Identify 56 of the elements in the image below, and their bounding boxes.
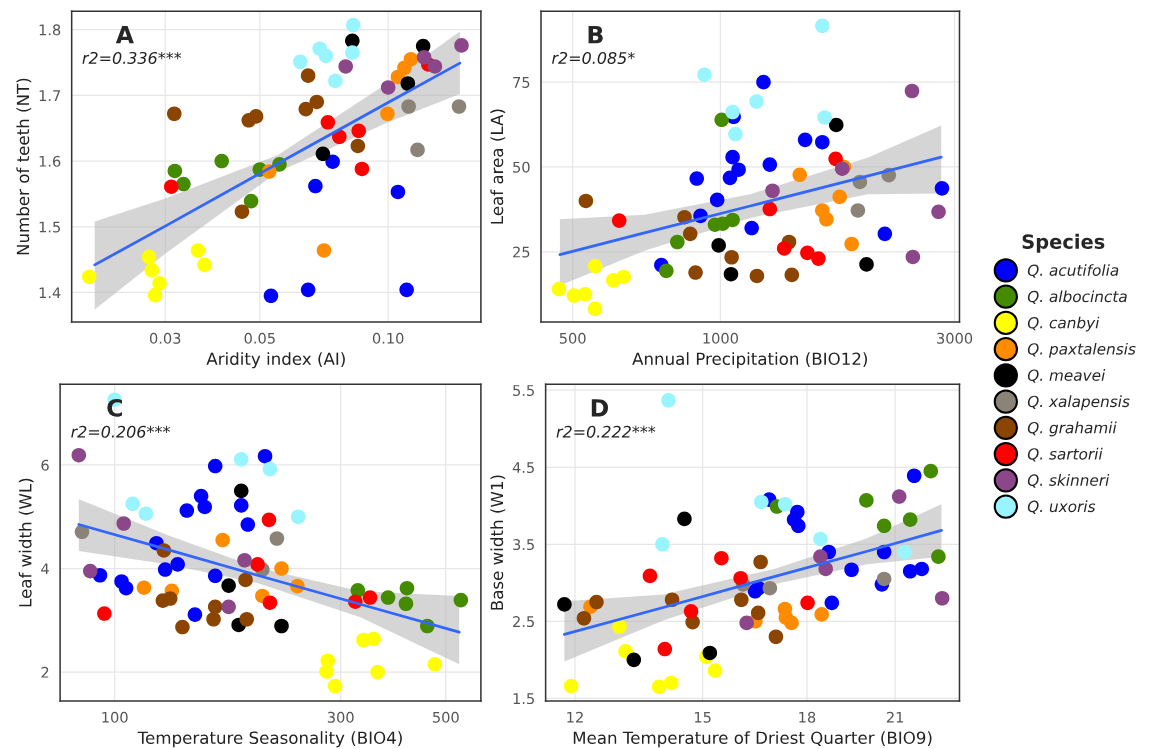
y-tick-label: 3.5 — [513, 539, 534, 551]
x-tick-label: 0.05 — [244, 332, 275, 344]
legend-label: Q. albocincta — [1027, 290, 1127, 304]
x-tick-label: 0.03 — [149, 332, 181, 344]
y-axis-title: Base width (W1) — [490, 475, 506, 610]
y-tick-label: 4.5 — [512, 462, 534, 474]
y-tick-label: 75 — [513, 77, 530, 88]
y-tick-label: 1.7 — [39, 90, 61, 101]
x-tick-label: 0.10 — [372, 332, 404, 344]
legend-label: Q. skinneri — [1027, 474, 1110, 488]
legend-label: Q. sartorii — [1027, 447, 1103, 462]
x-tick-label: 18 — [799, 711, 816, 723]
y-axis-title: Leaf width (WL) — [18, 478, 34, 607]
x-axis-title: Aridity index (AI) — [206, 352, 345, 369]
x-tick-label: 500 — [433, 711, 459, 723]
legend-title: Species — [1022, 233, 1105, 253]
annotation: C — [107, 398, 122, 417]
y-tick-label: 1.8 — [39, 24, 61, 36]
legend-label: Q. canbyi — [1027, 316, 1100, 332]
legend-label: Q. grahamii — [1027, 421, 1117, 437]
x-tick-label: 1000 — [703, 332, 738, 344]
x-tick-label: 500 — [559, 332, 586, 344]
y-axis-title: Number of teeth (NT) — [16, 78, 32, 255]
annotation: A — [115, 25, 134, 44]
x-tick-label: 100 — [102, 711, 128, 723]
x-tick-label: 300 — [327, 711, 354, 723]
y-tick-label: 1.4 — [39, 287, 61, 299]
y-tick-label: 6 — [41, 459, 49, 471]
x-tick-label: 3000 — [937, 332, 973, 344]
annotation: r2=0.206*** — [71, 425, 170, 438]
y-tick-label: 2 — [41, 666, 49, 678]
annotation: r2=0.336*** — [82, 51, 182, 65]
annotation: B — [588, 25, 603, 44]
y-tick-label: 50 — [513, 161, 530, 173]
legend-label: Q. acutifolia — [1027, 264, 1119, 278]
x-tick-label: 12 — [567, 711, 583, 723]
y-tick-label: 1.6 — [39, 155, 61, 167]
legend-label: Q. meavei — [1027, 369, 1106, 383]
y-tick-label: 4 — [41, 563, 49, 575]
legend-label: Q. uxoris — [1027, 500, 1096, 514]
annotation: D — [591, 399, 608, 417]
legend-label: Q. paxtalensis — [1027, 342, 1136, 358]
y-tick-label: 1.5 — [39, 221, 60, 233]
y-tick-label: 1.5 — [513, 693, 534, 705]
x-axis-title: Mean Temperature of Driest Quarter (BIO9) — [573, 731, 932, 748]
annotation: r2=0.085* — [552, 51, 635, 65]
x-tick-label: 21 — [886, 711, 904, 723]
x-tick-label: 15 — [694, 711, 711, 723]
y-tick-label: 2.5 — [513, 616, 534, 628]
y-tick-label: 5.5 — [513, 385, 534, 396]
annotation: r2=0.222*** — [556, 425, 656, 438]
legend-label: Q. xalapensis — [1027, 395, 1130, 411]
x-axis-title: Annual Precipitation (BIO12) — [632, 352, 867, 369]
y-tick-label: 25 — [513, 246, 530, 258]
y-axis-title: Leaf area (LA) — [490, 109, 506, 224]
x-axis-title: Temperature Seasonality (BIO4) — [137, 731, 402, 748]
